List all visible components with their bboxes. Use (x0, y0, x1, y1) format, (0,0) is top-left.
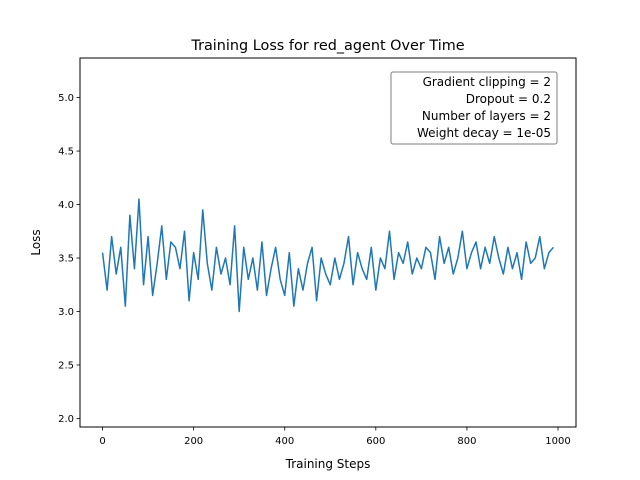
loss-series-line-0 (101, 198, 555, 313)
x-tick-label: 1000 (545, 436, 570, 447)
x-tick-label: 400 (275, 436, 294, 447)
series-layer (101, 198, 555, 313)
y-axis: 2.0 2.5 3.0 3.5 4.0 4.5 5.0 (58, 93, 80, 425)
x-axis-label: Training Steps (285, 457, 371, 471)
annotation-line-1: Gradient clipping = 2 (423, 75, 551, 89)
x-tick-label: 0 (99, 436, 105, 447)
x-tick-label: 800 (457, 436, 476, 447)
y-tick-label: 4.5 (58, 147, 74, 158)
y-tick-label: 2.5 (58, 360, 74, 371)
y-tick-label: 2.0 (58, 414, 74, 425)
y-tick-label: 3.5 (58, 254, 74, 265)
x-tick-label: 200 (184, 436, 203, 447)
annotation-line-4: Weight decay = 1e-05 (417, 126, 551, 140)
y-tick-label: 5.0 (58, 93, 74, 104)
hyperparameter-annotation: Gradient clipping = 2 Dropout = 0.2 Numb… (390, 71, 558, 145)
plot-frame (79, 57, 577, 428)
y-axis-label: Loss (29, 229, 43, 255)
annotation-frame (390, 71, 558, 145)
y-tick-label: 3.0 (58, 307, 74, 318)
annotation-line-2: Dropout = 0.2 (466, 92, 551, 106)
x-tick-label: 600 (366, 436, 385, 447)
annotation-line-3: Number of layers = 2 (422, 109, 551, 123)
y-tick-label: 4.0 (58, 200, 74, 211)
chart-title: Training Loss for red_agent Over Time (190, 38, 464, 54)
x-axis: 0 200 400 600 800 1000 (99, 427, 571, 447)
